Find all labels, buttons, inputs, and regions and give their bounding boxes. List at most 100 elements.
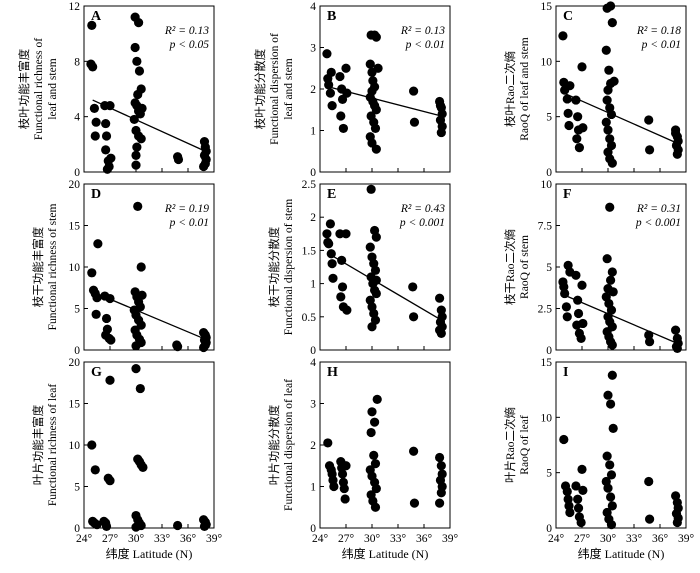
data-point xyxy=(604,65,614,75)
x-tick-label: 36° xyxy=(416,533,433,545)
data-point xyxy=(131,160,141,170)
data-point xyxy=(87,440,97,450)
data-point xyxy=(137,290,147,300)
data-point xyxy=(136,134,146,144)
panel-D: 0 5 10 15 20 D R² = 0.19 p < 0.01 枝干功能丰富度 Functio… xyxy=(31,179,215,357)
plot-frame xyxy=(83,5,215,173)
y-axis-label-en: Functional dispersion of xyxy=(269,33,281,145)
y-tick-label: 12 xyxy=(69,1,81,13)
x-tick-label: 24° xyxy=(76,533,93,545)
data-point xyxy=(607,370,617,380)
panel-H: 0 1 2 3 4 24° 27° 30° 33° 36° 39° H 叶片功能分散度 Functiona… xyxy=(267,357,458,561)
data-point xyxy=(606,1,616,11)
panel-G: 0 5 10 15 20 24° 27° 30° 33° 36° 39° G 叶片功能丰富度 Functi… xyxy=(31,357,222,561)
x-tick-label: 39° xyxy=(678,533,695,545)
data-point xyxy=(409,312,419,322)
y-tick-label: 10 xyxy=(541,179,553,191)
data-point xyxy=(606,399,616,409)
data-point xyxy=(602,95,612,105)
data-point xyxy=(603,483,613,493)
data-point xyxy=(337,255,347,265)
data-point xyxy=(369,450,379,460)
y-tick-label: 20 xyxy=(69,179,81,191)
data-point xyxy=(328,273,338,283)
data-point xyxy=(365,242,375,252)
y-tick-label: 4 xyxy=(74,112,80,124)
x-tick-label: 33° xyxy=(626,533,643,545)
data-point xyxy=(132,56,142,66)
y-tick-label: 5 xyxy=(546,112,552,124)
data-point xyxy=(607,158,617,168)
data-point xyxy=(134,18,144,28)
data-point xyxy=(105,375,115,385)
y-tick-label: 2.5 xyxy=(538,304,553,316)
x-axis-label: 纬度 Latitude (N) xyxy=(342,546,429,561)
data-point xyxy=(87,268,97,278)
data-point xyxy=(371,105,381,115)
y-tick-label: 0 xyxy=(546,523,552,535)
data-point xyxy=(607,340,617,350)
data-point xyxy=(88,62,98,72)
y-tick-label: 10 xyxy=(541,56,553,68)
data-point xyxy=(342,88,352,98)
data-point xyxy=(409,117,420,127)
y-tick-label: 0.5 xyxy=(302,312,317,324)
data-point xyxy=(372,394,382,404)
y-tick-label: 2 xyxy=(310,212,316,224)
y-axis-label-cn: 枝干功能丰富度 xyxy=(31,226,45,307)
data-point xyxy=(601,45,611,55)
data-point xyxy=(571,481,581,491)
panel-letter: I xyxy=(563,365,568,380)
data-point xyxy=(134,66,145,76)
data-point xyxy=(90,465,100,475)
y-tick-label: 15 xyxy=(69,399,81,411)
data-point xyxy=(435,498,445,508)
data-point xyxy=(561,302,572,312)
p-value-label: p < 0.05 xyxy=(169,39,210,51)
y-axis-label-cn: 叶片功能丰富度 xyxy=(31,404,45,485)
data-point xyxy=(576,517,586,528)
data-point xyxy=(337,469,348,479)
data-point xyxy=(105,101,115,111)
y-tick-label: 0 xyxy=(546,345,552,357)
data-point xyxy=(105,293,115,304)
data-point xyxy=(603,85,613,95)
data-point xyxy=(101,145,111,155)
data-point xyxy=(606,492,616,502)
panel-B: 0 1 2 3 4B R² = 0.13 p < 0.01 枝叶功能分散度 Functional… xyxy=(253,1,451,179)
y-tick-label: 7.5 xyxy=(538,221,553,233)
panel-letter: H xyxy=(327,365,338,380)
data-point xyxy=(341,63,351,73)
plot-frame xyxy=(555,361,687,529)
data-point xyxy=(571,270,581,280)
data-point xyxy=(370,265,381,275)
x-axis-label: 纬度 Latitude (N) xyxy=(578,546,665,561)
data-point xyxy=(602,451,612,461)
data-point xyxy=(605,202,615,212)
data-point xyxy=(366,184,376,194)
data-point xyxy=(435,325,445,335)
x-tick-label: 33° xyxy=(154,533,171,545)
data-point xyxy=(576,333,586,343)
data-point xyxy=(136,320,146,330)
data-point xyxy=(573,494,583,504)
data-point xyxy=(564,120,574,131)
data-point xyxy=(133,201,143,212)
data-point xyxy=(102,164,112,174)
data-point xyxy=(605,460,615,470)
panel-I: 0 5 10 15 24° 27° 30° 33° 36° 39° I 叶片Rao二次熵 RaoQ of… xyxy=(503,357,694,561)
data-point xyxy=(572,134,582,144)
data-point xyxy=(199,521,210,531)
p-value-label: p < 0.001 xyxy=(399,217,445,229)
data-point xyxy=(133,89,143,100)
y-tick-label: 10 xyxy=(69,262,81,274)
y-axis-label-en: Functional richness of leaf xyxy=(47,384,59,506)
y-tick-label: 3 xyxy=(310,399,316,411)
data-point xyxy=(603,390,613,400)
data-point xyxy=(370,459,381,469)
data-point xyxy=(106,153,116,163)
panel-F: 0 2.5 5 7.5 10 F R² = 0.31 p < 0.001 枝干Rao二次熵 Rao… xyxy=(503,179,687,357)
data-point xyxy=(132,142,142,152)
data-point xyxy=(373,63,383,73)
